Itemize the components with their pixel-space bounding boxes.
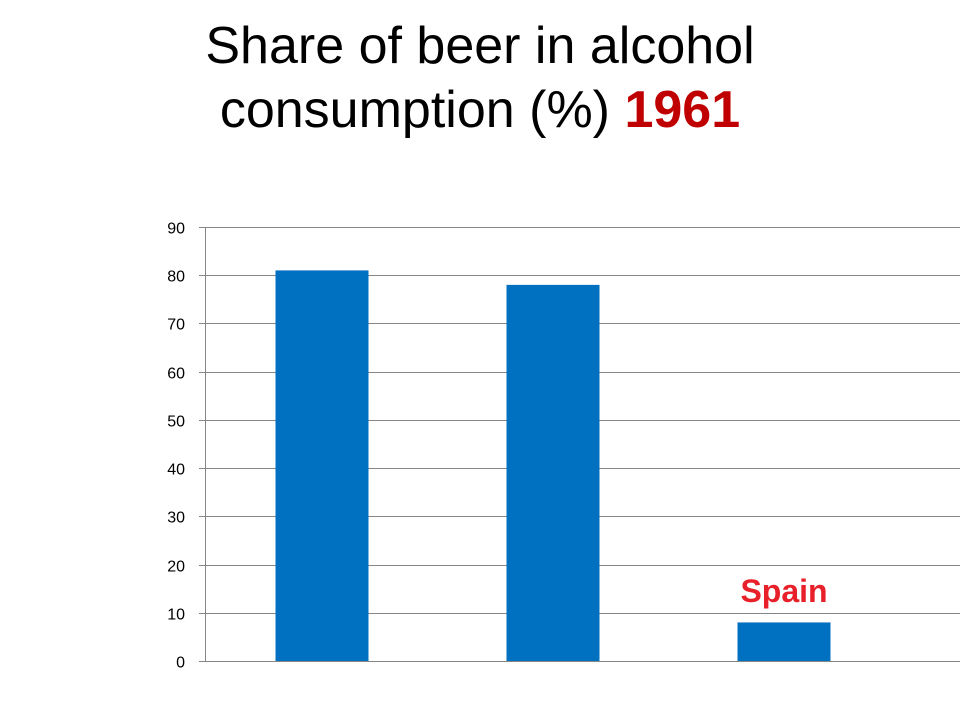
- y-tick-label: 70: [167, 317, 185, 334]
- y-tick-label: 0: [176, 655, 185, 672]
- y-tick-label: 90: [167, 221, 185, 238]
- y-tick-label: 40: [167, 462, 185, 479]
- page-title: Share of beer in alcohol consumption (%)…: [0, 14, 960, 142]
- bar: [737, 622, 831, 661]
- y-tick-label: 60: [167, 366, 185, 383]
- y-tick-label: 30: [167, 510, 185, 527]
- title-line-1: Share of beer in alcohol: [205, 17, 755, 75]
- bar: [275, 270, 369, 661]
- bar: [506, 284, 600, 661]
- y-tick-label: 20: [167, 559, 185, 576]
- title-line-2: consumption (%): [219, 81, 610, 139]
- title-year: 1961: [624, 81, 741, 139]
- y-tick-label: 10: [167, 607, 185, 624]
- annotation-label: Spain: [740, 573, 827, 609]
- y-tick-label: 80: [167, 269, 185, 286]
- y-tick-label: 50: [167, 414, 185, 431]
